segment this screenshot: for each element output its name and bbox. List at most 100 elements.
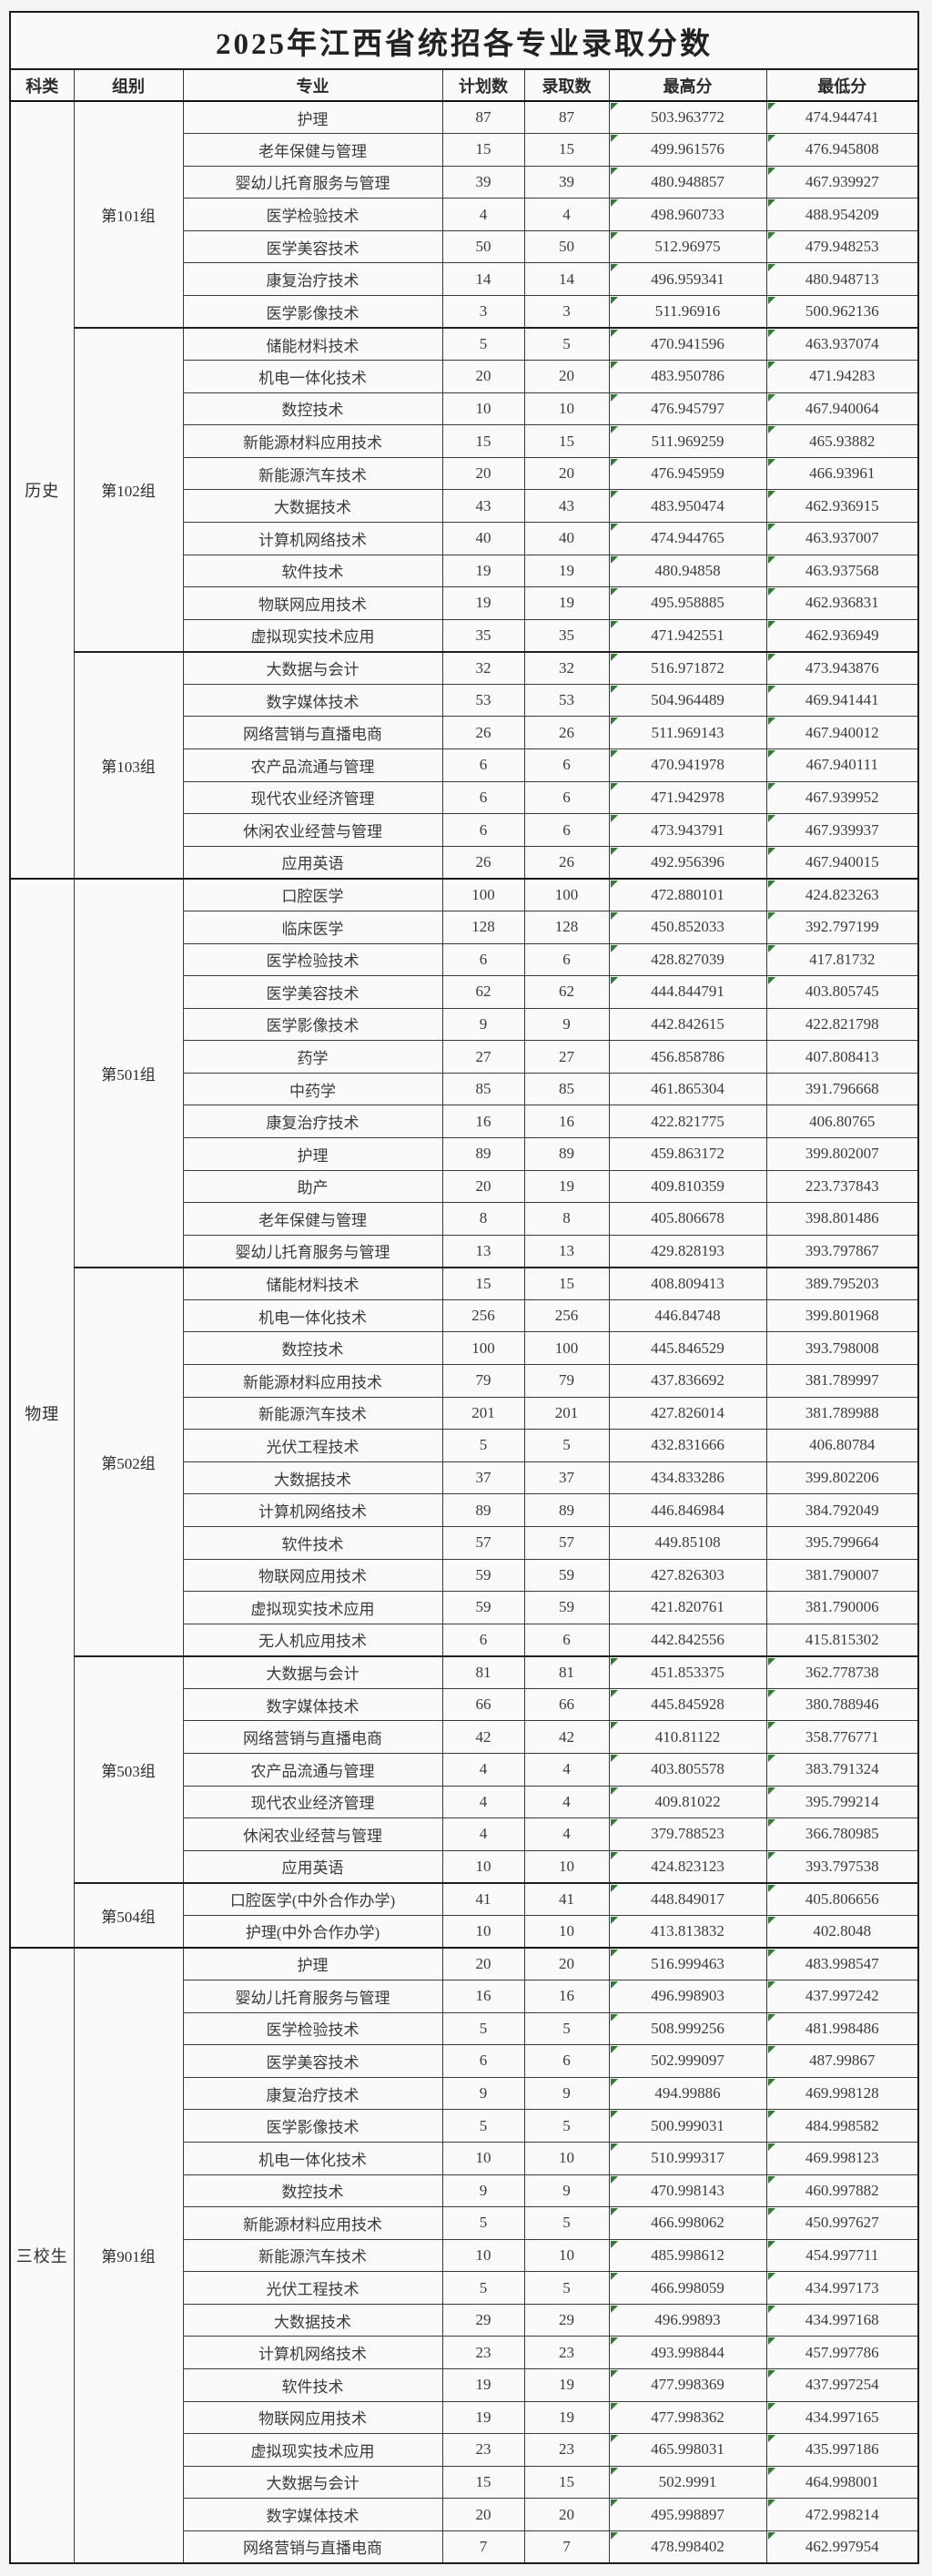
min-score-cell: 454.997711 [765, 2238, 919, 2273]
cell-corner-marker-icon [610, 2402, 618, 2410]
cell-corner-marker-icon [610, 685, 618, 693]
major-cell: 软件技术 [182, 1525, 443, 1560]
cell-corner-marker-icon [610, 2078, 618, 2086]
min-score-cell: 392.797199 [765, 910, 919, 944]
major-cell: 应用英语 [182, 1849, 443, 1884]
table-row: 中药学 85 85 461.865304 391.796668 [10, 1072, 919, 1106]
admitted-count-cell: 5 [523, 2011, 610, 2046]
major-cell: 护理 [182, 1137, 443, 1171]
major-cell: 老年保健与管理 [182, 1202, 443, 1236]
plan-count-cell: 6 [441, 1623, 525, 1657]
table-row: 医学美容技术 6 6 502.999097 487.99867 [10, 2044, 919, 2078]
max-score-cell: 508.999256 [608, 2011, 767, 2046]
major-cell: 数控技术 [182, 2174, 443, 2208]
plan-count-cell: 256 [441, 1298, 525, 1333]
table-row: 软件技术 19 19 477.998369 437.997254 [10, 2367, 919, 2402]
plan-count-cell: 62 [441, 975, 525, 1009]
admitted-count-cell: 3 [523, 294, 610, 329]
cell-corner-marker-icon [767, 2175, 775, 2184]
plan-count-cell: 35 [441, 618, 525, 653]
max-score-cell: 510.999317 [608, 2141, 767, 2175]
max-score-cell: 379.788523 [608, 1817, 767, 1851]
table-row: 新能源汽车技术 20 20 476.945959 466.93961 [10, 456, 919, 491]
plan-count-cell: 16 [441, 1980, 525, 2013]
table-row: 光伏工程技术 5 5 466.998059 434.997173 [10, 2271, 919, 2305]
max-score-cell: 483.950474 [608, 489, 767, 524]
max-score-cell: 427.826014 [608, 1396, 767, 1431]
min-score-cell: 467.939937 [765, 813, 919, 847]
table-row: 休闲农业经营与管理 6 6 473.943791 467.939937 [10, 813, 919, 847]
major-cell: 数控技术 [182, 1331, 443, 1366]
cell-corner-marker-icon [767, 167, 775, 175]
min-score-cell: 460.997882 [765, 2174, 919, 2208]
cell-corner-marker-icon [610, 782, 618, 790]
plan-count-cell: 5 [441, 2011, 525, 2046]
max-score-cell: 480.94858 [608, 554, 767, 588]
table-row: 大数据与会计 15 15 502.9991 464.998001 [10, 2465, 919, 2500]
min-score-cell: 471.94283 [765, 360, 919, 393]
admitted-count-cell: 5 [523, 1429, 610, 1462]
plan-count-cell: 19 [441, 554, 525, 588]
table-row: 网络营销与直播电商 7 7 478.998402 462.997954 [10, 2530, 919, 2564]
admitted-count-cell: 15 [523, 2465, 610, 2500]
cell-corner-marker-icon [767, 1754, 775, 1762]
max-score-cell: 471.942551 [608, 618, 767, 653]
max-score-cell: 465.998031 [608, 2433, 767, 2467]
cell-corner-marker-icon [610, 588, 618, 596]
admitted-count-cell: 7 [523, 2530, 610, 2564]
major-cell: 计算机网络技术 [182, 522, 443, 555]
group-cell: 第101组 [73, 99, 184, 329]
min-score-cell: 466.93961 [765, 456, 919, 491]
max-score-cell: 503.963772 [608, 100, 767, 135]
major-cell: 网络营销与直播电商 [182, 1720, 443, 1754]
table-body: 历史 第101组 护理 87 87 503.963772 474.944741 老年保健与管理… [9, 99, 919, 2564]
plan-count-cell: 66 [441, 1687, 525, 1722]
major-cell: 新能源汽车技术 [182, 2238, 443, 2273]
cell-corner-marker-icon [610, 847, 618, 855]
admitted-count-cell: 256 [523, 1298, 610, 1333]
max-score-cell: 502.9991 [608, 2465, 767, 2500]
plan-count-cell: 6 [441, 780, 525, 815]
min-score-cell: 435.997186 [765, 2433, 919, 2467]
max-score-cell: 480.948857 [608, 165, 767, 199]
admitted-count-cell: 59 [523, 1591, 610, 1624]
table-row: 物理 第501组 口腔医学 100 100 472.880101 424.823263 [9, 877, 919, 1949]
max-score-cell: 451.853375 [608, 1655, 767, 1689]
plan-count-cell: 19 [441, 586, 525, 620]
cell-corner-marker-icon [767, 393, 775, 402]
admitted-count-cell: 4 [523, 198, 610, 231]
cell-corner-marker-icon [767, 588, 775, 596]
admitted-count-cell: 8 [523, 1202, 610, 1236]
major-cell: 婴幼儿托育服务与管理 [182, 1234, 443, 1268]
cell-corner-marker-icon [610, 296, 618, 304]
major-cell: 助产 [182, 1169, 443, 1204]
max-score-cell: 437.836692 [608, 1364, 767, 1398]
cell-corner-marker-icon [610, 1851, 618, 1859]
cell-corner-marker-icon [767, 1787, 775, 1795]
table-row: 康复治疗技术 9 9 494.99886 469.998128 [10, 2076, 919, 2111]
plan-count-cell: 53 [441, 683, 525, 718]
max-score-cell: 471.942978 [608, 780, 767, 815]
max-score-cell: 442.842615 [608, 1007, 767, 1042]
cell-corner-marker-icon [767, 847, 775, 855]
major-cell: 大数据技术 [182, 489, 443, 524]
min-score-cell: 481.998486 [765, 2011, 919, 2046]
plan-count-cell: 27 [441, 1040, 525, 1074]
cell-corner-marker-icon [610, 231, 618, 239]
max-score-cell: 444.844791 [608, 975, 767, 1009]
major-cell: 护理 [182, 1946, 443, 1981]
plan-count-cell: 23 [441, 2433, 525, 2467]
title-row: 2025年江西省统招各专业录取分数 [9, 11, 919, 70]
table-row: 机电一体化技术 10 10 510.999317 469.998123 [10, 2141, 919, 2175]
major-cell: 数控技术 [182, 392, 443, 426]
cell-corner-marker-icon [610, 524, 618, 532]
max-score-cell: 483.950786 [608, 360, 767, 393]
max-score-cell: 427.826303 [608, 1558, 767, 1593]
plan-count-cell: 23 [441, 2336, 525, 2369]
cell-corner-marker-icon [610, 2500, 618, 2508]
min-score-cell: 484.998582 [765, 2109, 919, 2143]
min-score-cell: 405.806656 [765, 1881, 919, 1916]
major-cell: 口腔医学(中外合作办学) [182, 1881, 443, 1916]
min-score-cell: 467.940111 [765, 748, 919, 782]
major-cell: 农产品流通与管理 [182, 1752, 443, 1787]
